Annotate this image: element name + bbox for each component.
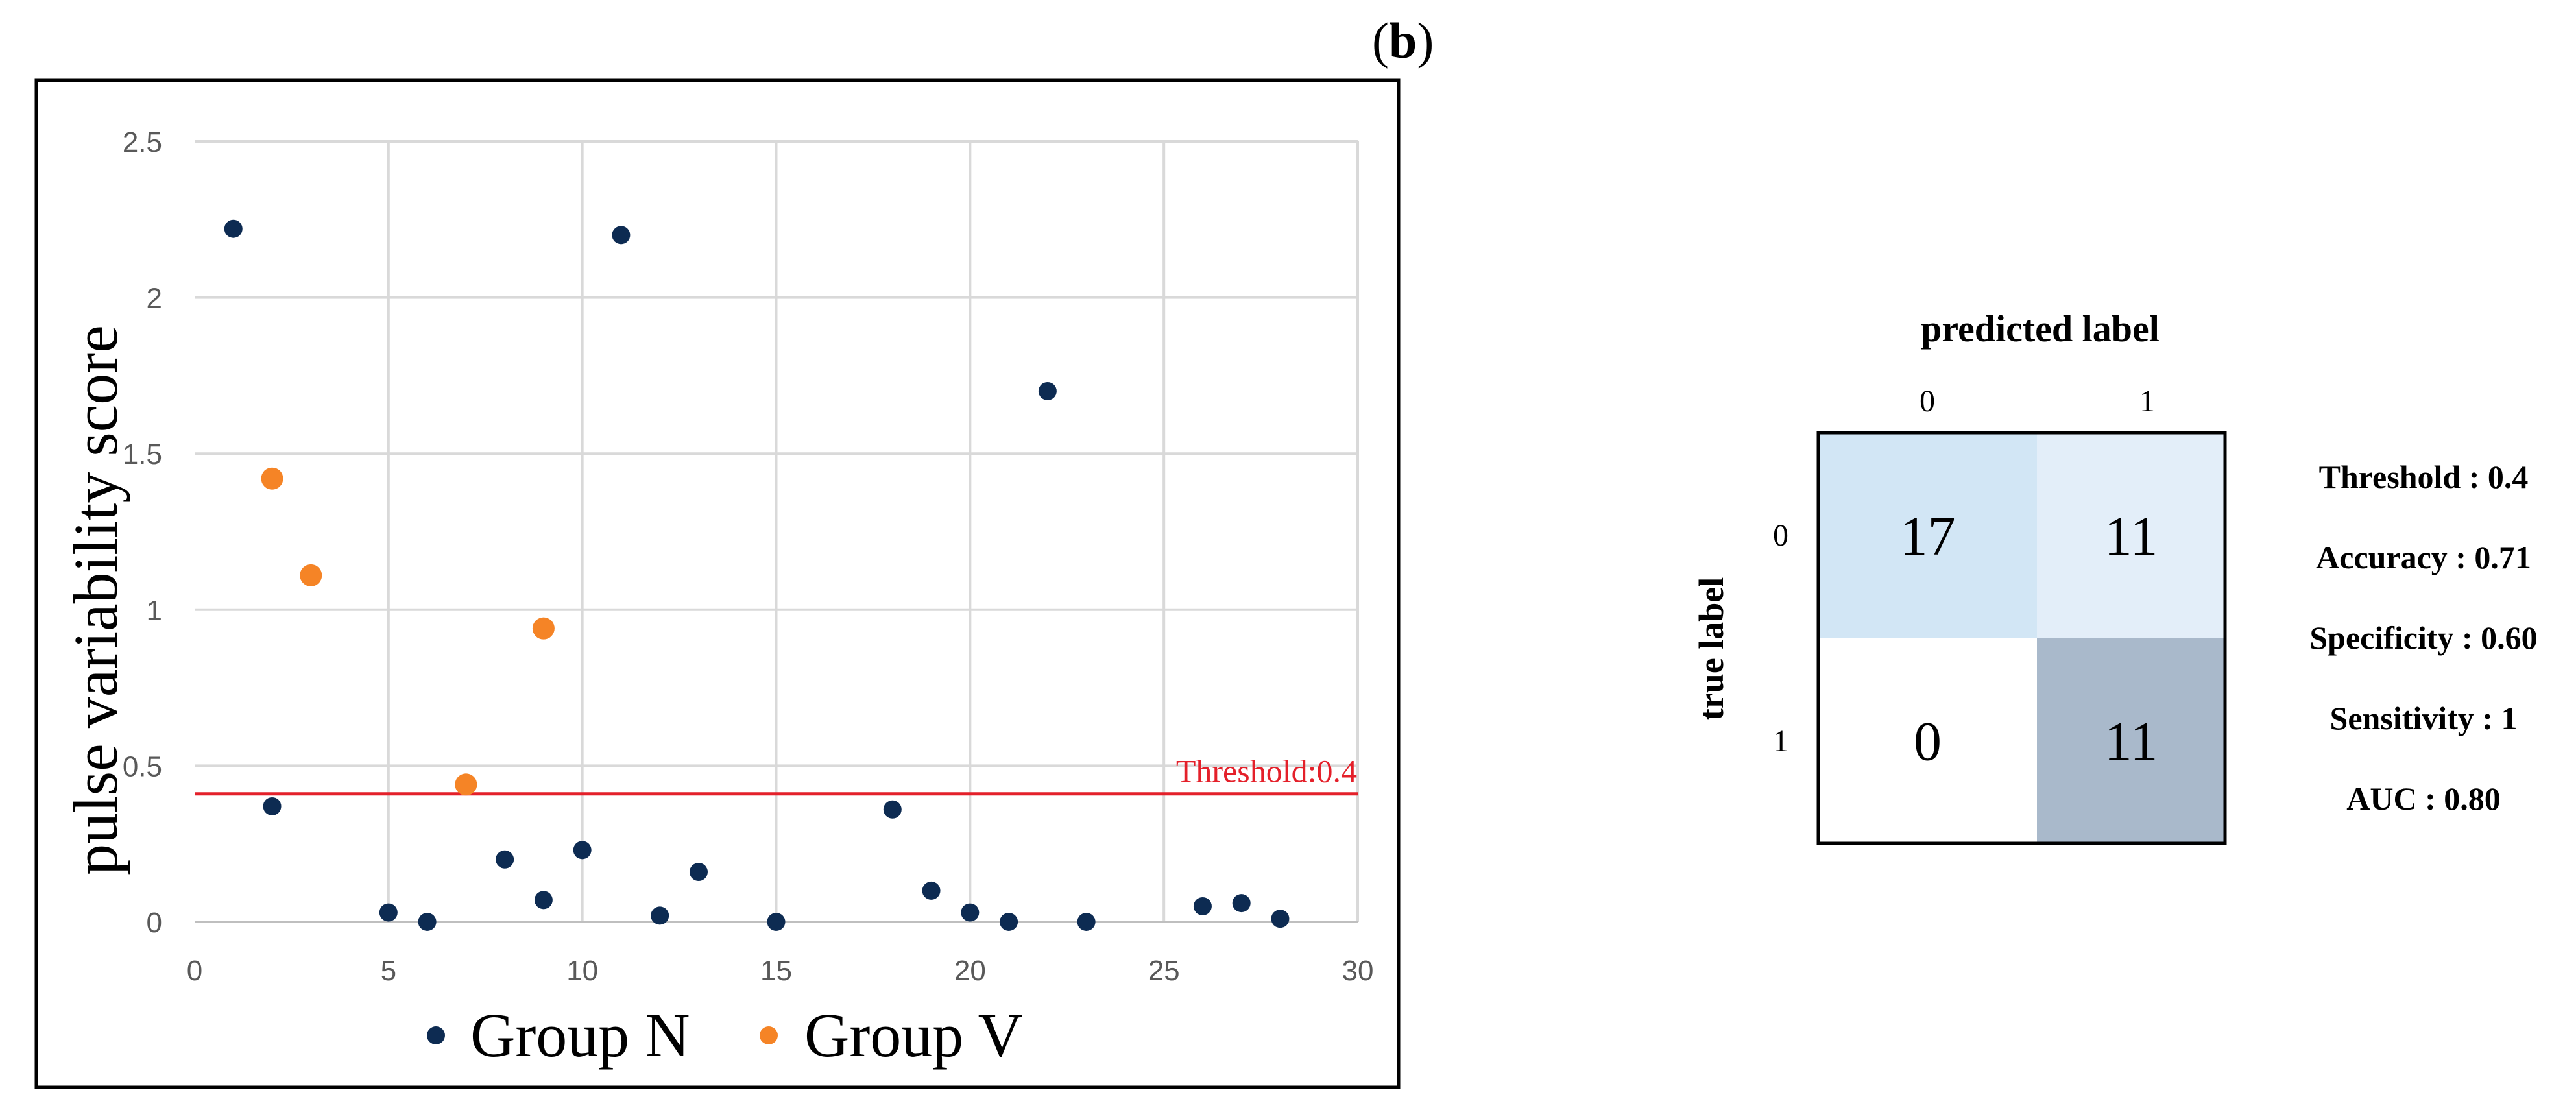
cm-cell-value: 11 (2104, 710, 2158, 773)
cm-cell-value: 11 (2104, 505, 2158, 567)
x-tick-labels: 0 5 10 15 20 25 30 (187, 955, 1374, 987)
cm-border (1816, 431, 2227, 845)
cm-cell (2037, 638, 2225, 843)
point-group-n (612, 226, 631, 245)
y-tick-label: 1.5 (123, 439, 162, 470)
y-tick-label: 1 (147, 595, 162, 627)
y-tick-label: 2.5 (123, 127, 162, 158)
metric-line: Threshold : 0.4 (2319, 459, 2529, 495)
x-tick-label: 30 (1342, 955, 1374, 987)
point-group-n (418, 913, 437, 931)
x-tick-label: 25 (1148, 955, 1180, 987)
x-tick-label: 10 (566, 955, 598, 987)
cm-x-tick-label: 0 (1920, 384, 1935, 418)
point-group-n (1193, 897, 1212, 915)
point-group-v (532, 617, 555, 640)
cm-x-tick-label: 1 (2139, 384, 2155, 418)
metric-line: Sensitivity : 1 (2330, 700, 2518, 736)
cm-cell (2037, 433, 2225, 638)
point-group-n (263, 797, 282, 815)
legend: Group N Group V (427, 1000, 1023, 1070)
cm-cells: 17 11 0 11 (1818, 433, 2225, 843)
point-group-n (1232, 894, 1251, 913)
point-group-v (455, 773, 477, 796)
legend-marker (427, 1026, 445, 1044)
metric-line: Specificity : 0.60 (2309, 620, 2537, 656)
x-tick-label: 20 (954, 955, 986, 987)
legend-label: Group V (804, 1000, 1023, 1070)
point-group-n (1000, 913, 1018, 931)
point-group-n (961, 903, 980, 922)
point-group-n (651, 906, 669, 925)
cm-y-tick-labels: 01 (1773, 518, 1788, 758)
point-group-n (224, 219, 243, 238)
cm-y-axis-title: true label (1692, 577, 1731, 720)
metric-line: AUC : 0.80 (2346, 780, 2500, 817)
cm-y-tick-label: 0 (1773, 518, 1788, 553)
y-axis-title: pulse variability score (61, 325, 130, 875)
grid (195, 140, 1359, 923)
cm-cell-value: 0 (1914, 710, 1942, 773)
point-group-v (261, 467, 283, 490)
y-tick-label: 2 (147, 283, 162, 315)
metric-line: Accuracy : 0.71 (2316, 539, 2531, 575)
cm-cell-value: 17 (1900, 505, 1956, 567)
x-tick-label: 15 (760, 955, 792, 987)
point-group-n (496, 850, 514, 869)
y-tick-labels: 0 0.5 1 1.5 2 2.5 (123, 127, 162, 939)
chart-frame (34, 78, 1401, 1089)
x-tick-label: 0 (187, 955, 202, 987)
point-group-n (1077, 913, 1096, 931)
cm-title: predicted label (1921, 308, 2160, 350)
point-group-v (300, 564, 322, 586)
y-tick-label: 0 (147, 907, 162, 939)
point-group-n (767, 913, 786, 931)
cm-cell (1818, 638, 2037, 843)
point-group-n (1271, 910, 1290, 928)
point-group-n (534, 891, 553, 910)
point-group-n (922, 881, 941, 900)
data-points (224, 219, 1290, 931)
threshold-label: Threshold:0.4 (1176, 753, 1357, 790)
point-group-n (883, 800, 902, 819)
x-tick-label: 5 (381, 955, 396, 987)
point-group-n (689, 863, 708, 882)
legend-marker (760, 1026, 778, 1044)
point-group-n (1038, 381, 1057, 400)
y-tick-label: 0.5 (123, 751, 162, 782)
cm-cell (1818, 433, 2037, 638)
panel-label: (b) (1372, 12, 1434, 69)
legend-label: Group N (470, 1000, 690, 1070)
cm-y-tick-label: 1 (1773, 724, 1788, 758)
point-group-n (573, 841, 592, 860)
point-group-n (379, 903, 398, 922)
metrics-list: Threshold : 0.4 Accuracy : 0.71 Specificit… (2309, 459, 2537, 817)
